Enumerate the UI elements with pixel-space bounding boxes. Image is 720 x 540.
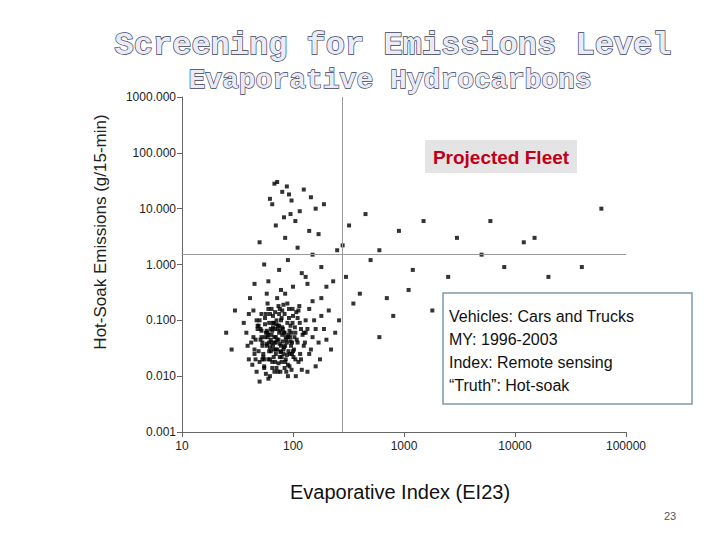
svg-text:Hot-Soak Emissions (g/15-min): Hot-Soak Emissions (g/15-min) <box>91 114 110 349</box>
svg-text:0.100: 0.100 <box>146 313 176 327</box>
svg-text:1000: 1000 <box>391 439 418 453</box>
svg-text:100: 100 <box>283 439 303 453</box>
svg-text:Evaporative Index (EI23): Evaporative Index (EI23) <box>290 481 510 503</box>
svg-text:10: 10 <box>175 439 189 453</box>
svg-text:1000.000: 1000.000 <box>126 90 176 104</box>
svg-text:0.001: 0.001 <box>146 425 176 439</box>
svg-text:23: 23 <box>664 510 676 522</box>
svg-text:Index: Remote sensing: Index: Remote sensing <box>449 354 613 371</box>
svg-text:Screening for Emissions Level: Screening for Emissions Level <box>115 27 672 64</box>
svg-text:0.010: 0.010 <box>146 369 176 383</box>
svg-text:10000: 10000 <box>498 439 532 453</box>
svg-text:10.000: 10.000 <box>139 202 176 216</box>
svg-text:100.000: 100.000 <box>133 146 177 160</box>
svg-text:Evaporative Hydrocarbons: Evaporative Hydrocarbons <box>188 65 591 96</box>
svg-text:Projected Fleet: Projected Fleet <box>433 147 570 168</box>
svg-text:100000: 100000 <box>606 439 646 453</box>
svg-text:“Truth”: Hot-soak: “Truth”: Hot-soak <box>449 377 570 394</box>
svg-text:Vehicles: Cars and Trucks: Vehicles: Cars and Trucks <box>449 308 634 325</box>
svg-text:1.000: 1.000 <box>146 258 176 272</box>
svg-text:MY: 1996-2003: MY: 1996-2003 <box>449 331 558 348</box>
